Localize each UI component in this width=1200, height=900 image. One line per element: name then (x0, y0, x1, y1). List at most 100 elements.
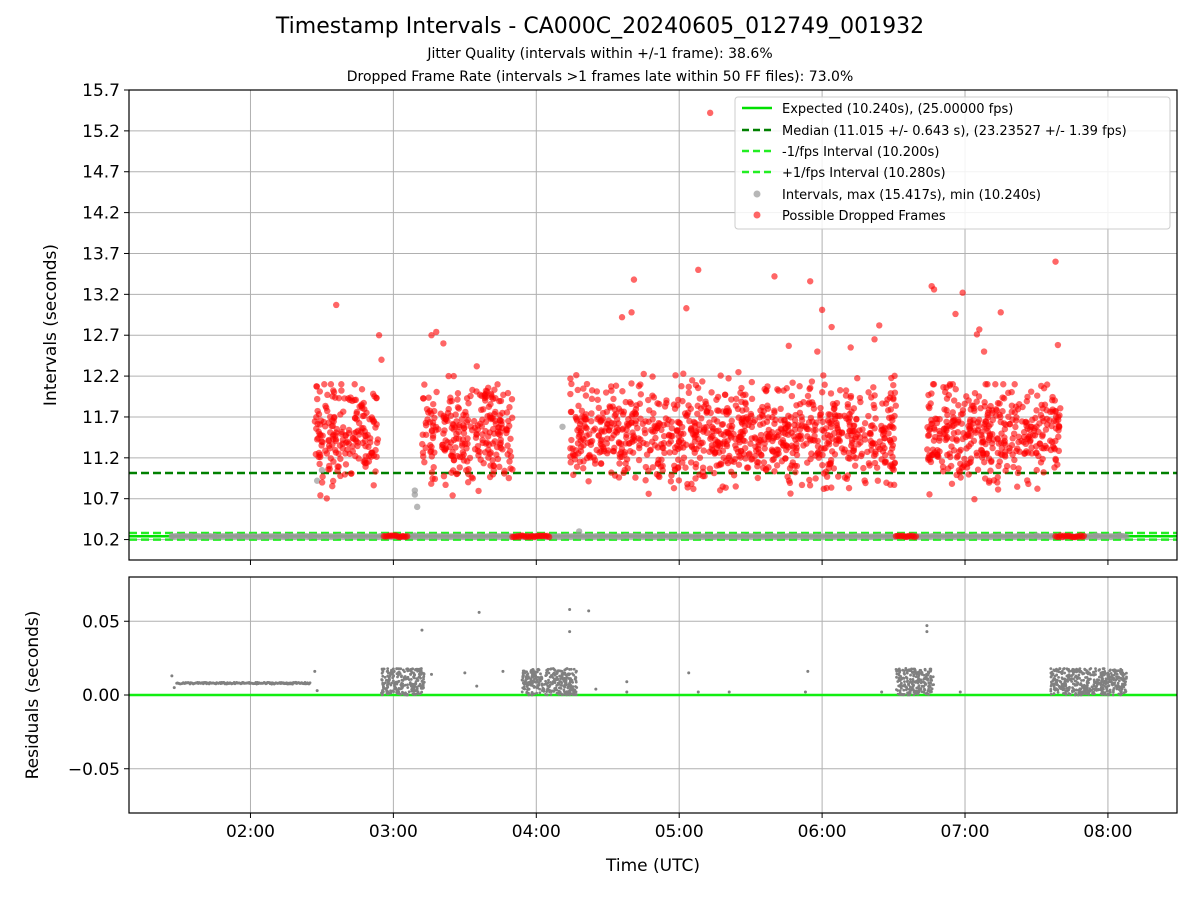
residual-point (1068, 692, 1072, 696)
dropped-frame-point (473, 363, 480, 370)
dropped-frame-point (324, 407, 331, 415)
residual-point (392, 690, 395, 694)
dropped-frame-point (651, 442, 659, 449)
dropped-frame-point (771, 468, 778, 475)
residual-point (1074, 670, 1078, 674)
legend: Expected (10.240s), (25.00000 fps) Media… (734, 96, 1171, 230)
residual-point (1089, 667, 1093, 670)
dropped-frame-point (738, 384, 745, 392)
dropped-frame-point (1022, 419, 1029, 426)
dropped-frame-point (1051, 464, 1058, 471)
dropped-frame-point (503, 429, 510, 437)
dropped-frame-point (583, 454, 591, 462)
residual-point (429, 672, 433, 676)
dropped-frame-point (330, 458, 337, 465)
dropped-frame-point (628, 380, 635, 387)
residual-point (1060, 676, 1064, 680)
dropped-frame-point (313, 413, 320, 421)
dropped-frame-point (642, 477, 649, 484)
dropped-frame-point (464, 479, 472, 486)
dropped-frame-point (596, 449, 603, 456)
dropped-frame-point (1056, 412, 1063, 419)
residual-point (384, 678, 388, 682)
residual-point (905, 671, 909, 675)
residual-point (421, 684, 425, 688)
dropped-frame-point (1012, 423, 1019, 431)
dropped-frame-point (568, 380, 575, 388)
residual-point (520, 690, 524, 694)
residual-point (565, 693, 569, 697)
dropped-frame-point (1027, 423, 1035, 431)
residual-point (551, 682, 554, 686)
dropped-frame-point (348, 470, 355, 477)
residual-point (398, 672, 402, 675)
dropped-frame-point (477, 456, 484, 463)
dropped-frame-point (680, 454, 688, 461)
dropped-frame-point (706, 109, 714, 117)
residual-point (1112, 676, 1116, 680)
residual-point (625, 690, 629, 694)
dropped-frame-point (427, 442, 434, 449)
dropped-frame-point (619, 388, 626, 395)
dropped-frame-point (670, 484, 678, 492)
residual-point (914, 675, 918, 679)
dropped-frame-point (649, 392, 656, 399)
dropped-frame-point (695, 266, 702, 274)
dropped-frame-point (465, 466, 472, 473)
top-y-tick-label: 11.2 (82, 449, 120, 469)
residual-point (520, 678, 524, 682)
residual-point (1065, 689, 1069, 693)
dropped-frame-point (316, 388, 324, 395)
dropped-frame-point (692, 460, 700, 468)
top-y-tick-label: 10.2 (82, 531, 120, 551)
legend-median-label: Median (11.015 +/- 0.643 s), (23.23527 +… (782, 124, 1127, 139)
dropped-frame-point (949, 381, 957, 388)
dropped-frame-point (789, 379, 796, 386)
dropped-frame-point (787, 490, 794, 497)
dropped-frame-point (775, 387, 782, 394)
residual-point (412, 686, 416, 690)
dropped-frame-point (419, 440, 426, 448)
residual-point (380, 678, 384, 682)
residual-point (1091, 691, 1095, 695)
residual-point (1049, 684, 1053, 688)
residual-point (572, 667, 576, 671)
dropped-frame-point (992, 406, 1000, 413)
dropped-frame-point (691, 433, 698, 441)
residual-point (308, 681, 312, 685)
residual-point (921, 685, 925, 688)
residual-point (531, 684, 534, 687)
residual-point (1060, 672, 1064, 675)
dropped-frame-point (375, 332, 383, 339)
dropped-frame-point (612, 410, 620, 418)
residual-point (1110, 682, 1114, 686)
dropped-frame-point (798, 422, 805, 429)
residual-point (406, 683, 409, 687)
dropped-frame-point (360, 399, 367, 407)
residual-point (896, 689, 900, 692)
dropped-frame-point (876, 322, 883, 329)
dropped-frame-point (808, 378, 816, 385)
residual-point (897, 673, 901, 677)
dropped-frame-point (814, 443, 822, 450)
residual-point (392, 674, 395, 678)
dropped-frame-point (725, 375, 732, 382)
residual-point (1072, 688, 1076, 691)
dropped-frame-point (822, 444, 829, 452)
dropped-frame-point (975, 422, 983, 430)
dropped-frame-point (845, 416, 852, 423)
residual-point (557, 692, 561, 696)
dropped-frame-point (460, 430, 468, 437)
dropped-frame-point (454, 452, 461, 460)
dropped-frame-point (943, 395, 951, 402)
dropped-frame-point (610, 431, 617, 439)
dropped-frame-point (421, 458, 428, 466)
dropped-frame-point (611, 444, 618, 452)
residual-point (419, 686, 423, 690)
dropped-frame-point (577, 443, 585, 451)
dropped-frame-point (953, 420, 960, 427)
dropped-frame-point (807, 384, 814, 391)
dropped-frame-point (706, 448, 713, 455)
dropped-frame-point (448, 469, 455, 476)
dropped-frame-point (675, 419, 683, 426)
